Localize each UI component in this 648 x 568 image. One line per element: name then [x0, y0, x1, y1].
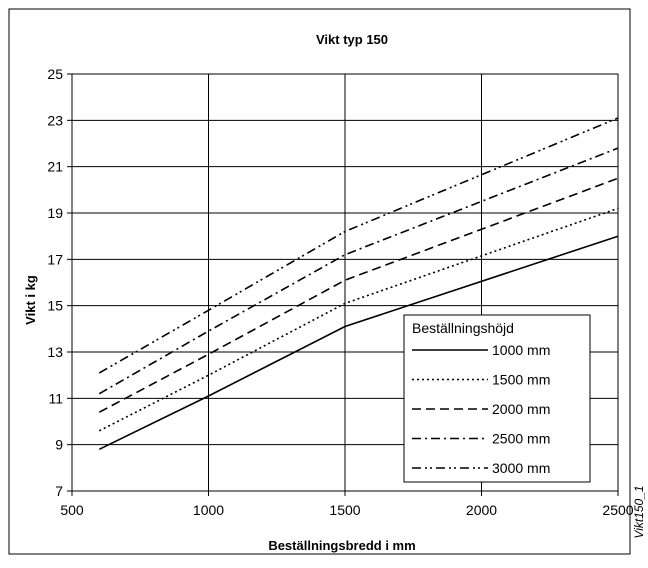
side-label: Vikt150_1 [632, 485, 646, 538]
chart-title: Vikt typ 150 [316, 32, 388, 47]
series-line-2500-mm [98, 147, 619, 395]
y-tick-label: 11 [48, 390, 63, 406]
plot-border [71, 73, 619, 492]
legend-entry-label: 1000 mm [492, 342, 550, 358]
grid [71, 73, 619, 492]
legend-entry-label: 3000 mm [492, 460, 550, 476]
legend-entry-label: 2500 mm [492, 431, 550, 447]
x-tick-label: 1000 [193, 502, 224, 518]
legend: Beställningshöjd 1000 mm 1500 mm 2000 mm 250… [403, 314, 591, 483]
x-tick-label: 500 [60, 502, 84, 518]
series-line-2000-mm [98, 177, 619, 413]
y-tick-label: 9 [55, 437, 63, 453]
y-tick-label: 15 [47, 298, 63, 314]
y-tick-label: 23 [47, 112, 63, 128]
series-line-3000-mm [98, 117, 619, 374]
y-tick-label: 7 [55, 483, 63, 499]
legend-box [403, 314, 591, 483]
y-tick-label: 19 [47, 205, 63, 221]
x-tick-label: 2000 [466, 502, 497, 518]
y-tick-label: 25 [47, 66, 63, 82]
series-lines [98, 117, 619, 451]
y-tick-label: 13 [47, 344, 63, 360]
series-line-1000-mm [98, 235, 619, 451]
y-tick-label: 17 [47, 251, 63, 267]
legend-entry-label: 1500 mm [492, 372, 550, 388]
legend-title: Beställningshöjd [412, 320, 514, 336]
axes: 7 9 11 13 15 17 19 21 23 25 500 1000 1500 2000 2500 [47, 66, 633, 518]
series-line-1500-mm [98, 207, 619, 432]
x-axis-title: Beställningsbredd i mm [268, 538, 415, 553]
y-tick-label: 21 [47, 159, 63, 175]
y-axis-title: Vikt i kg [23, 275, 38, 325]
x-tick-label: 2500 [602, 502, 633, 518]
x-tick-label: 1500 [329, 502, 360, 518]
legend-entry-label: 2000 mm [492, 401, 550, 417]
